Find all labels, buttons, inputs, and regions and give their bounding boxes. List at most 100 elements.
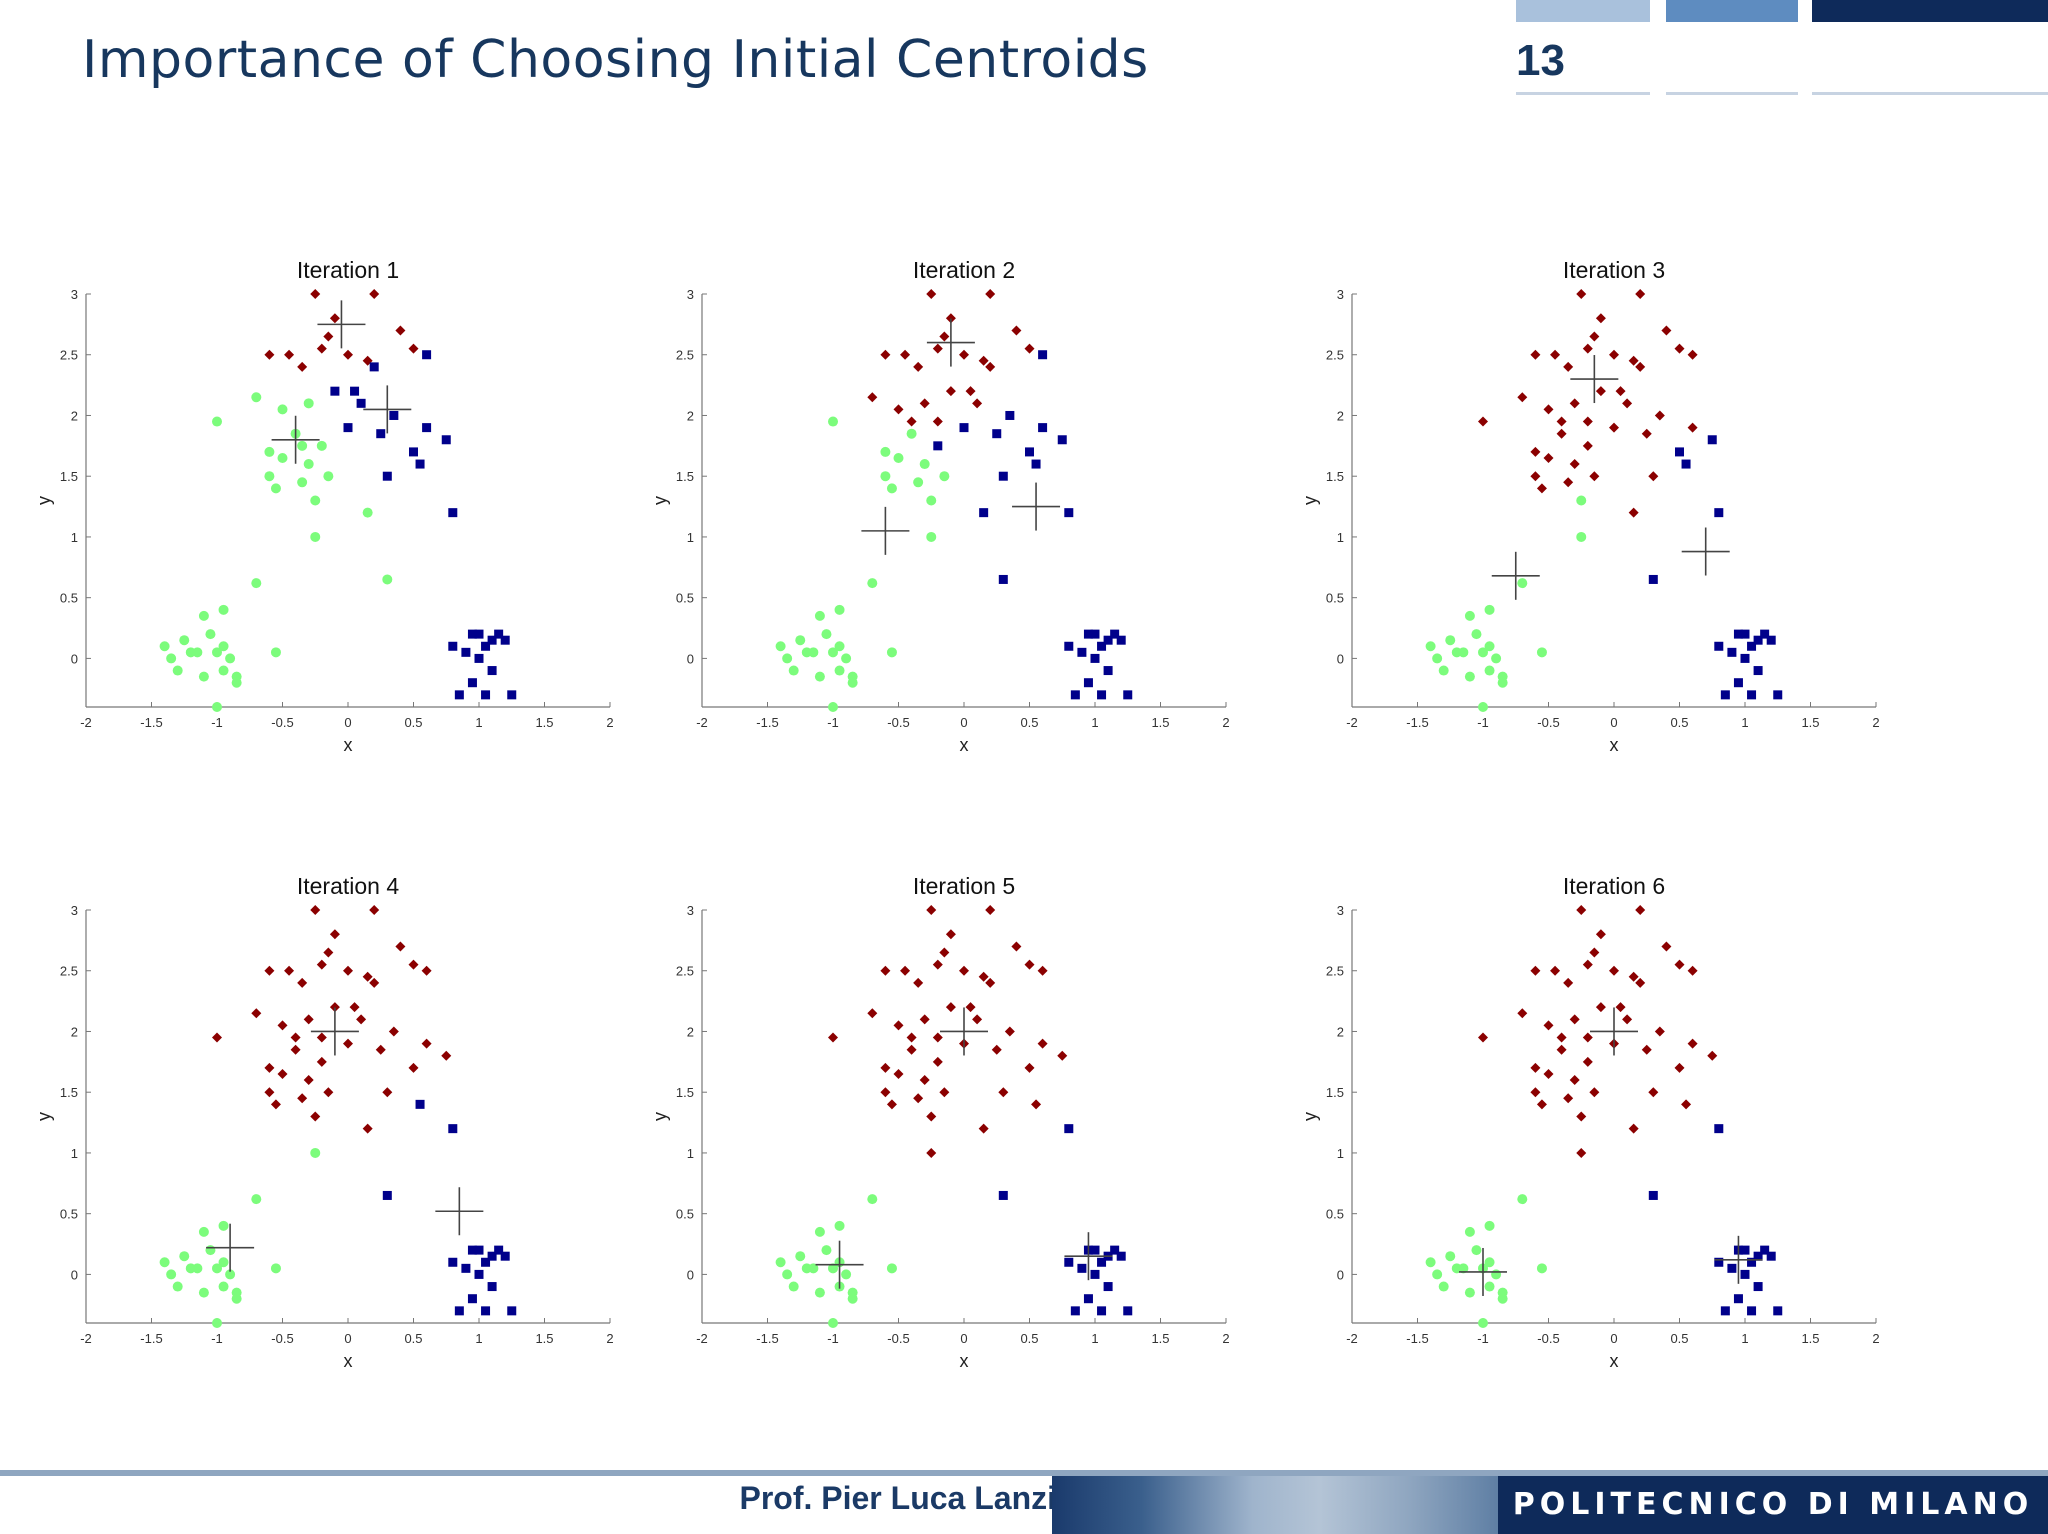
- data-point-green: [251, 578, 262, 589]
- data-point-green: [1478, 1318, 1488, 1328]
- y-tick-label: 2.5: [1326, 964, 1344, 979]
- data-point-blue: [1097, 1306, 1107, 1316]
- y-tick-label: 2.5: [1326, 348, 1344, 363]
- data-point-green: [303, 398, 314, 409]
- data-point-red: [932, 343, 943, 354]
- data-point-red: [1517, 1008, 1528, 1019]
- x-tick-label: 0.5: [1670, 715, 1688, 730]
- y-tick-label: 3: [1337, 287, 1344, 302]
- data-point-red: [1037, 965, 1048, 976]
- data-point-red: [369, 289, 380, 299]
- header-bar-light: [1516, 0, 1650, 22]
- header-rule-1: [1516, 92, 1650, 95]
- data-point-blue: [494, 629, 504, 639]
- data-point-blue: [461, 1263, 471, 1273]
- data-point-blue: [1760, 629, 1770, 639]
- data-point-blue: [481, 641, 491, 651]
- x-tick-label: 1.5: [1801, 715, 1819, 730]
- data-point-blue: [1097, 641, 1107, 651]
- y-tick-label: 1.5: [1326, 1085, 1344, 1100]
- y-tick-label: 2: [71, 408, 78, 423]
- data-point-green: [166, 653, 177, 664]
- data-point-blue: [1097, 690, 1107, 700]
- x-tick-label: 0: [960, 1331, 967, 1346]
- data-point-blue: [998, 574, 1008, 584]
- x-axis-label: x: [1610, 1351, 1619, 1371]
- data-point-blue: [1083, 1294, 1093, 1304]
- data-point-blue: [494, 1245, 504, 1255]
- data-point-blue: [409, 447, 418, 457]
- data-point-green: [808, 647, 819, 658]
- data-point-red: [316, 1032, 327, 1043]
- y-axis-label: y: [1300, 1112, 1320, 1121]
- data-point-red: [932, 1032, 943, 1043]
- data-point-blue: [481, 690, 491, 700]
- data-point-blue: [467, 1294, 477, 1304]
- x-tick-label: 1.5: [1151, 715, 1169, 730]
- data-point-red: [290, 1044, 301, 1055]
- data-point-red: [932, 416, 943, 427]
- data-point-blue: [959, 423, 969, 433]
- data-point-green: [297, 440, 308, 451]
- data-point-red: [1563, 977, 1574, 988]
- data-point-blue: [481, 1306, 491, 1316]
- data-point-red: [906, 416, 917, 427]
- chart-title: Iteration 6: [1563, 873, 1665, 899]
- data-point-green: [1484, 1220, 1495, 1231]
- data-point-red: [919, 1075, 930, 1086]
- x-tick-label: 2: [606, 1331, 613, 1346]
- data-point-green: [264, 446, 275, 457]
- data-point-blue: [487, 1251, 497, 1261]
- x-tick-label: 2: [606, 715, 613, 730]
- data-point-green: [828, 1318, 838, 1328]
- x-axis-label: x: [344, 1351, 353, 1371]
- data-point-red: [985, 289, 996, 299]
- data-point-green: [316, 440, 327, 451]
- data-point-green: [1484, 1257, 1495, 1268]
- data-point-blue: [507, 690, 517, 700]
- data-point-green: [1438, 665, 1449, 676]
- x-tick-label: 0: [960, 715, 967, 730]
- data-point-red: [1550, 349, 1561, 360]
- data-point-red: [965, 1002, 976, 1013]
- data-point-blue: [356, 398, 366, 408]
- data-point-blue: [474, 1245, 484, 1255]
- y-tick-label: 1: [71, 530, 78, 545]
- data-point-green: [828, 702, 838, 712]
- data-point-green: [847, 677, 858, 688]
- data-point-green: [834, 665, 845, 676]
- data-point-red: [926, 905, 937, 915]
- data-point-red: [421, 1038, 432, 1049]
- data-point-blue: [1031, 459, 1041, 469]
- data-point-green: [828, 416, 838, 427]
- data-point-red: [900, 349, 911, 360]
- data-point-blue: [1753, 635, 1763, 645]
- data-point-blue: [1740, 653, 1750, 663]
- data-point-red: [349, 1002, 360, 1013]
- data-point-red: [919, 398, 930, 409]
- data-point-blue: [1727, 1263, 1737, 1273]
- data-point-red: [965, 386, 976, 397]
- data-point-blue: [376, 429, 386, 439]
- data-point-green: [192, 647, 203, 658]
- data-point-blue: [330, 386, 340, 396]
- data-point-red: [329, 929, 340, 940]
- data-point-red: [441, 1050, 452, 1061]
- y-tick-label: 2.5: [60, 348, 78, 363]
- data-point-red: [264, 1062, 275, 1073]
- data-point-red: [1569, 1014, 1580, 1025]
- x-tick-label: 2: [1222, 715, 1229, 730]
- data-point-red: [1687, 965, 1698, 976]
- data-point-blue: [500, 1251, 510, 1261]
- x-tick-label: -1.5: [1406, 1331, 1428, 1346]
- data-point-green: [1458, 1263, 1469, 1274]
- data-point-blue: [1110, 1245, 1120, 1255]
- x-tick-label: 1.5: [1151, 1331, 1169, 1346]
- data-point-red: [316, 343, 327, 354]
- data-point-red: [1628, 971, 1639, 982]
- data-point-blue: [1740, 1269, 1750, 1279]
- data-point-blue: [1720, 690, 1730, 700]
- x-tick-label: 0.5: [1020, 1331, 1038, 1346]
- data-point-blue: [467, 629, 477, 639]
- data-point-red: [369, 905, 380, 915]
